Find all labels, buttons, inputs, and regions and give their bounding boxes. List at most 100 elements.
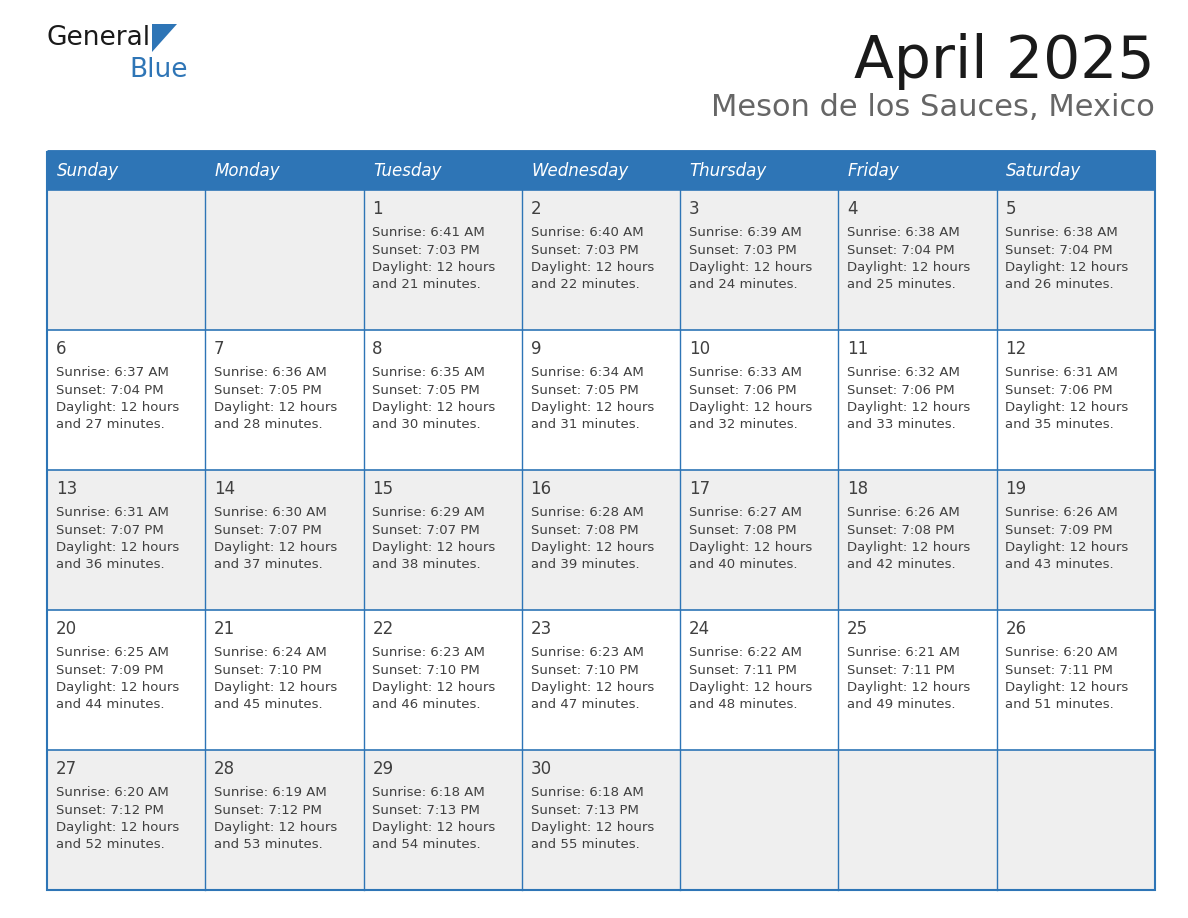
Bar [364, 152, 522, 190]
Text: Sunset: 7:03 PM: Sunset: 7:03 PM [689, 243, 797, 256]
Text: and 52 minutes.: and 52 minutes. [56, 838, 164, 852]
Text: 19: 19 [1005, 480, 1026, 498]
Bar [206, 610, 364, 750]
Polygon shape [152, 24, 177, 52]
Text: Daylight: 12 hours: Daylight: 12 hours [1005, 541, 1129, 554]
Bar [839, 190, 997, 330]
Text: Sunset: 7:12 PM: Sunset: 7:12 PM [214, 803, 322, 816]
Text: 10: 10 [689, 340, 710, 358]
Text: Daylight: 12 hours: Daylight: 12 hours [56, 541, 179, 554]
Text: Sunset: 7:11 PM: Sunset: 7:11 PM [1005, 664, 1113, 677]
Bar [48, 152, 1155, 890]
Text: and 49 minutes.: and 49 minutes. [847, 699, 955, 711]
Text: and 26 minutes.: and 26 minutes. [1005, 278, 1114, 292]
Text: Daylight: 12 hours: Daylight: 12 hours [531, 261, 653, 274]
Text: 13: 13 [56, 480, 77, 498]
Bar [997, 190, 1155, 330]
Text: Sunrise: 6:25 AM: Sunrise: 6:25 AM [56, 646, 169, 659]
Text: Sunset: 7:12 PM: Sunset: 7:12 PM [56, 803, 164, 816]
Bar [48, 330, 206, 470]
Text: Sunrise: 6:26 AM: Sunrise: 6:26 AM [1005, 506, 1118, 519]
Text: and 24 minutes.: and 24 minutes. [689, 278, 797, 292]
Text: Sunset: 7:06 PM: Sunset: 7:06 PM [689, 384, 796, 397]
Text: 16: 16 [531, 480, 551, 498]
Text: and 46 minutes.: and 46 minutes. [372, 699, 481, 711]
Text: 5: 5 [1005, 200, 1016, 218]
Text: Daylight: 12 hours: Daylight: 12 hours [1005, 261, 1129, 274]
Text: Daylight: 12 hours: Daylight: 12 hours [689, 541, 813, 554]
Text: and 21 minutes.: and 21 minutes. [372, 278, 481, 292]
Text: Sunday: Sunday [57, 162, 119, 180]
Text: Daylight: 12 hours: Daylight: 12 hours [372, 261, 495, 274]
Text: Daylight: 12 hours: Daylight: 12 hours [689, 681, 813, 694]
Text: Sunrise: 6:38 AM: Sunrise: 6:38 AM [1005, 226, 1118, 239]
Text: and 22 minutes.: and 22 minutes. [531, 278, 639, 292]
Bar [681, 190, 839, 330]
Text: and 48 minutes.: and 48 minutes. [689, 699, 797, 711]
Text: Sunrise: 6:18 AM: Sunrise: 6:18 AM [531, 786, 644, 799]
Text: Daylight: 12 hours: Daylight: 12 hours [689, 401, 813, 414]
Text: Sunrise: 6:38 AM: Sunrise: 6:38 AM [847, 226, 960, 239]
Text: Sunrise: 6:37 AM: Sunrise: 6:37 AM [56, 366, 169, 379]
Text: Friday: Friday [848, 162, 899, 180]
Text: and 55 minutes.: and 55 minutes. [531, 838, 639, 852]
Text: Sunrise: 6:20 AM: Sunrise: 6:20 AM [1005, 646, 1118, 659]
Bar [839, 750, 997, 890]
Text: Sunset: 7:13 PM: Sunset: 7:13 PM [372, 803, 480, 816]
Text: 9: 9 [531, 340, 541, 358]
Text: 2: 2 [531, 200, 542, 218]
Text: Sunrise: 6:31 AM: Sunrise: 6:31 AM [56, 506, 169, 519]
Text: 22: 22 [372, 620, 393, 638]
Text: and 39 minutes.: and 39 minutes. [531, 558, 639, 572]
Bar [364, 190, 522, 330]
Bar [522, 152, 681, 190]
Text: Wednesday: Wednesday [531, 162, 628, 180]
Text: and 36 minutes.: and 36 minutes. [56, 558, 164, 572]
Bar [997, 152, 1155, 190]
Text: Daylight: 12 hours: Daylight: 12 hours [372, 401, 495, 414]
Bar [364, 470, 522, 610]
Text: Daylight: 12 hours: Daylight: 12 hours [56, 401, 179, 414]
Bar [522, 750, 681, 890]
Bar [681, 330, 839, 470]
Text: Sunrise: 6:19 AM: Sunrise: 6:19 AM [214, 786, 327, 799]
Text: Sunrise: 6:35 AM: Sunrise: 6:35 AM [372, 366, 485, 379]
Text: Sunset: 7:11 PM: Sunset: 7:11 PM [689, 664, 797, 677]
Text: and 54 minutes.: and 54 minutes. [372, 838, 481, 852]
Text: Daylight: 12 hours: Daylight: 12 hours [56, 681, 179, 694]
Text: 7: 7 [214, 340, 225, 358]
Text: Meson de los Sauces, Mexico: Meson de los Sauces, Mexico [712, 94, 1155, 122]
Text: Sunset: 7:10 PM: Sunset: 7:10 PM [372, 664, 480, 677]
Bar [206, 190, 364, 330]
Text: Sunrise: 6:40 AM: Sunrise: 6:40 AM [531, 226, 643, 239]
Text: and 44 minutes.: and 44 minutes. [56, 699, 164, 711]
Bar [522, 610, 681, 750]
Text: 6: 6 [56, 340, 67, 358]
Text: Sunset: 7:10 PM: Sunset: 7:10 PM [531, 664, 638, 677]
Text: Daylight: 12 hours: Daylight: 12 hours [56, 821, 179, 834]
Text: 1: 1 [372, 200, 383, 218]
Text: Sunset: 7:07 PM: Sunset: 7:07 PM [214, 523, 322, 536]
Text: Sunset: 7:04 PM: Sunset: 7:04 PM [847, 243, 955, 256]
Bar [681, 750, 839, 890]
Text: Sunrise: 6:30 AM: Sunrise: 6:30 AM [214, 506, 327, 519]
Text: Sunrise: 6:24 AM: Sunrise: 6:24 AM [214, 646, 327, 659]
Text: 8: 8 [372, 340, 383, 358]
Bar [206, 152, 364, 190]
Text: and 47 minutes.: and 47 minutes. [531, 699, 639, 711]
Text: Daylight: 12 hours: Daylight: 12 hours [372, 821, 495, 834]
Text: Sunset: 7:05 PM: Sunset: 7:05 PM [214, 384, 322, 397]
Text: Sunset: 7:04 PM: Sunset: 7:04 PM [1005, 243, 1113, 256]
Text: Sunrise: 6:34 AM: Sunrise: 6:34 AM [531, 366, 644, 379]
Text: and 33 minutes.: and 33 minutes. [847, 419, 956, 431]
Text: Sunset: 7:07 PM: Sunset: 7:07 PM [372, 523, 480, 536]
Text: Sunrise: 6:23 AM: Sunrise: 6:23 AM [372, 646, 485, 659]
Text: Sunset: 7:09 PM: Sunset: 7:09 PM [56, 664, 163, 677]
Text: Sunset: 7:07 PM: Sunset: 7:07 PM [56, 523, 164, 536]
Text: Sunset: 7:04 PM: Sunset: 7:04 PM [56, 384, 163, 397]
Text: Monday: Monday [215, 162, 280, 180]
Bar [48, 190, 206, 330]
Text: Sunrise: 6:26 AM: Sunrise: 6:26 AM [847, 506, 960, 519]
Text: and 45 minutes.: and 45 minutes. [214, 699, 323, 711]
Text: General: General [48, 25, 151, 51]
